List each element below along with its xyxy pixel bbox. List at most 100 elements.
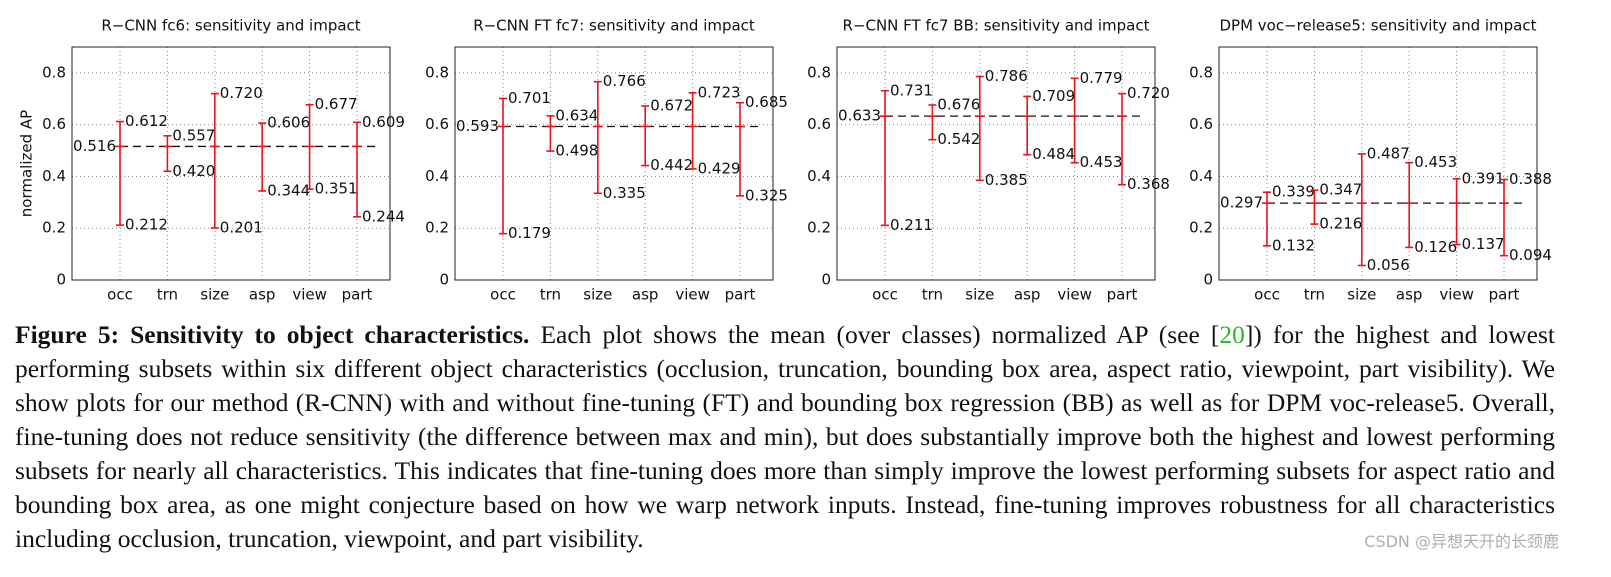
low-label: 0.420 xyxy=(172,162,215,180)
low-label: 0.179 xyxy=(508,224,551,242)
high-label: 0.731 xyxy=(890,81,933,99)
y-tick-label: 0.4 xyxy=(807,167,831,185)
high-label: 0.391 xyxy=(1462,169,1505,187)
high-label: 0.701 xyxy=(508,89,551,107)
low-label: 0.453 xyxy=(1080,153,1123,171)
x-tick-label: occ xyxy=(872,286,898,304)
high-label: 0.557 xyxy=(172,126,215,144)
y-tick-label: 0.2 xyxy=(807,219,831,237)
mean-label: 0.297 xyxy=(1220,194,1263,212)
low-label: 0.368 xyxy=(1127,175,1170,193)
high-label: 0.612 xyxy=(125,112,168,130)
low-label: 0.244 xyxy=(362,207,405,225)
caption-text: Each plot shows the mean (over classes) … xyxy=(540,320,1220,349)
x-tick-label: occ xyxy=(1254,286,1280,304)
y-tick-label: 0 xyxy=(1203,271,1213,289)
caption: Figure 5: Sensitivity to object characte… xyxy=(15,318,1555,556)
x-tick-label: view xyxy=(1057,286,1092,304)
x-tick-label: part xyxy=(1107,286,1138,304)
high-label: 0.672 xyxy=(650,97,693,115)
y-tick-label: 0.8 xyxy=(1189,63,1213,81)
plot-frame xyxy=(454,46,774,281)
plot-frame xyxy=(836,46,1156,281)
chart-title: R−CNN fc6: sensitivity and impact xyxy=(101,17,360,35)
high-label: 0.606 xyxy=(267,114,310,132)
high-label: 0.347 xyxy=(1319,181,1362,199)
x-tick-label: trn xyxy=(922,286,943,304)
y-tick-label: 0.4 xyxy=(425,167,449,185)
y-tick-label: 0.6 xyxy=(1189,115,1213,133)
x-tick-label: trn xyxy=(1304,286,1325,304)
low-label: 0.429 xyxy=(698,159,741,177)
x-tick-label: occ xyxy=(107,286,133,304)
low-label: 0.094 xyxy=(1509,246,1552,264)
figure: R−CNN fc6: sensitivity and impact normali… xyxy=(18,17,1552,304)
y-tick-label: 0.6 xyxy=(425,115,449,133)
y-tick-label: 0 xyxy=(439,271,449,289)
y-tick-label: 0.8 xyxy=(807,63,831,81)
x-tick-label: view xyxy=(292,286,327,304)
x-tick-label: size xyxy=(1347,286,1376,304)
x-tick-label: part xyxy=(725,286,756,304)
y-tick-label: 0.8 xyxy=(425,63,449,81)
low-label: 0.212 xyxy=(125,216,168,234)
high-label: 0.709 xyxy=(1032,87,1075,105)
low-label: 0.216 xyxy=(1319,215,1362,233)
x-tick-label: occ xyxy=(490,286,516,304)
y-tick-label: 0.8 xyxy=(42,63,66,81)
mean-label: 0.633 xyxy=(838,107,881,125)
low-label: 0.344 xyxy=(267,181,310,199)
x-tick-label: part xyxy=(342,286,373,304)
x-tick-label: view xyxy=(675,286,710,304)
high-label: 0.677 xyxy=(315,95,358,113)
y-tick-label: 0 xyxy=(56,271,66,289)
caption-text: ]) for the highest and lowest performing… xyxy=(15,320,1555,553)
y-tick-label: 0.6 xyxy=(42,115,66,133)
high-label: 0.685 xyxy=(745,93,788,111)
high-label: 0.634 xyxy=(555,106,598,124)
high-label: 0.720 xyxy=(220,84,263,102)
y-tick-label: 0.2 xyxy=(42,219,66,237)
low-label: 0.325 xyxy=(745,186,788,204)
x-tick-label: part xyxy=(1489,286,1520,304)
chart-title: DPM voc−release5: sensitivity and impact xyxy=(1220,17,1537,35)
x-tick-label: asp xyxy=(632,286,659,304)
plot-frame xyxy=(71,46,391,281)
high-label: 0.487 xyxy=(1367,144,1410,162)
chart-title: R−CNN FT fc7 BB: sensitivity and impact xyxy=(843,17,1150,35)
x-tick-label: trn xyxy=(540,286,561,304)
low-label: 0.351 xyxy=(315,180,358,198)
low-label: 0.126 xyxy=(1414,238,1457,256)
chart-title: R−CNN FT fc7: sensitivity and impact xyxy=(473,17,755,35)
low-label: 0.542 xyxy=(937,130,980,148)
low-label: 0.132 xyxy=(1272,236,1315,254)
plot-frame xyxy=(1218,46,1538,281)
high-label: 0.720 xyxy=(1127,84,1170,102)
caption-label: Figure 5: Sensitivity to object characte… xyxy=(15,320,530,349)
x-tick-label: size xyxy=(200,286,229,304)
y-tick-label: 0.6 xyxy=(807,115,831,133)
high-label: 0.609 xyxy=(362,113,405,131)
x-tick-label: view xyxy=(1439,286,1474,304)
citation-link[interactable]: 20 xyxy=(1219,320,1245,349)
y-tick-label: 0.4 xyxy=(42,167,66,185)
mean-label: 0.516 xyxy=(73,137,116,155)
x-tick-label: trn xyxy=(157,286,178,304)
x-tick-label: asp xyxy=(249,286,276,304)
y-tick-label: 0.2 xyxy=(1189,219,1213,237)
low-label: 0.442 xyxy=(650,156,693,174)
y-tick-label: 0 xyxy=(821,271,831,289)
high-label: 0.766 xyxy=(603,72,646,90)
high-label: 0.676 xyxy=(937,95,980,113)
high-label: 0.723 xyxy=(698,83,741,101)
y-tick-label: 0.4 xyxy=(1189,167,1213,185)
x-tick-label: asp xyxy=(1014,286,1041,304)
low-label: 0.056 xyxy=(1367,256,1410,274)
low-label: 0.498 xyxy=(555,142,598,160)
high-label: 0.388 xyxy=(1509,170,1552,188)
low-label: 0.484 xyxy=(1032,145,1075,163)
x-tick-label: asp xyxy=(1396,286,1423,304)
y-axis-label: normalized AP xyxy=(18,110,36,217)
high-label: 0.786 xyxy=(985,67,1028,85)
